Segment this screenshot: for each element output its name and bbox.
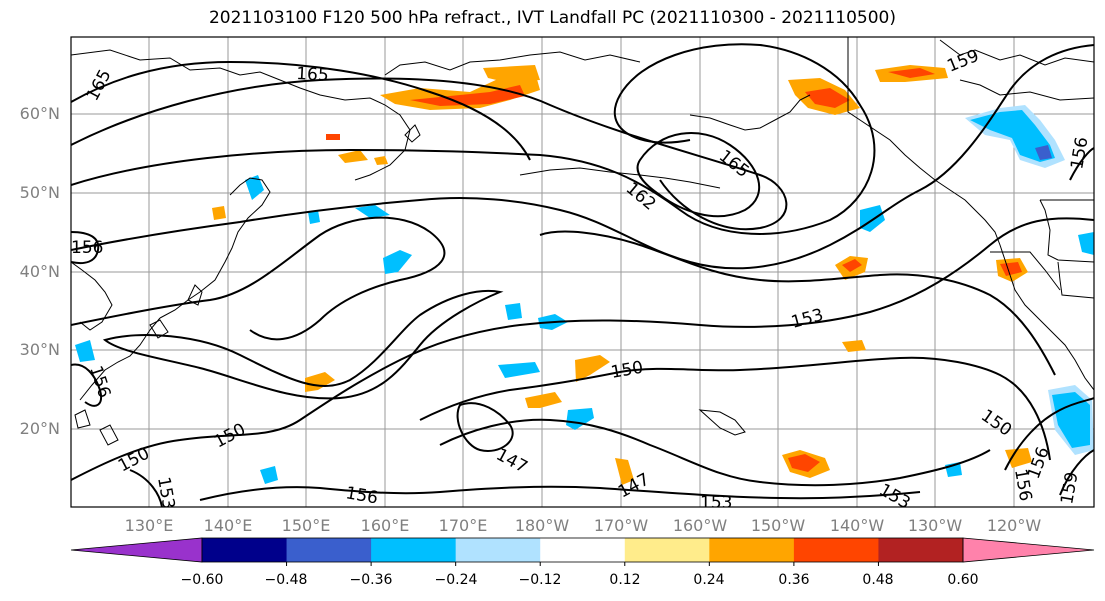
colorbar-segment <box>286 538 372 562</box>
lat-label: 60°N <box>19 104 60 123</box>
colorbar-tick-label: −0.60 <box>180 572 224 588</box>
colorbar-tick-label: −0.12 <box>518 572 562 588</box>
lon-label: 150°E <box>281 516 331 535</box>
lon-label: 140°E <box>203 516 253 535</box>
colorbar-tick-label: 0.48 <box>862 572 894 588</box>
lat-label: 30°N <box>19 340 60 359</box>
colorbar-tick-label: 0.24 <box>693 572 725 588</box>
colorbar-segment <box>878 538 964 562</box>
colorbar-segment <box>624 538 710 562</box>
lat-label: 50°N <box>19 183 60 202</box>
positive-anomaly-patches <box>212 65 1032 485</box>
contour-label: 156 <box>71 238 103 258</box>
lon-label: 130°E <box>124 516 174 535</box>
lon-label: 170°W <box>593 516 649 535</box>
contour-label: 153 <box>153 475 178 510</box>
lat-label: 40°N <box>19 262 60 281</box>
colorbar-tick-label: 0.36 <box>778 572 810 588</box>
lon-label: 120°W <box>986 516 1042 535</box>
colorbar-tick-label: 0.60 <box>947 572 979 588</box>
colorbar-segment <box>540 538 626 562</box>
colorbar-segment <box>202 538 288 562</box>
lon-label: 170°E <box>438 516 488 535</box>
contour-label: 165 <box>296 64 329 86</box>
colorbar-tick-label: −0.48 <box>264 572 308 588</box>
colorbar-extension-high <box>962 537 1095 563</box>
colorbar <box>70 537 1095 566</box>
map-title: 2021103100 F120 500 hPa refract., IVT La… <box>208 8 896 28</box>
contour-label: 156 <box>344 483 379 508</box>
coastlines <box>71 37 1094 446</box>
colorbar-tick-label: 0.12 <box>609 572 641 588</box>
colorbar-segment <box>371 538 457 562</box>
map-frame <box>70 36 1095 508</box>
graticule <box>71 37 1094 507</box>
lon-label: 160°W <box>672 516 728 535</box>
lon-label: 130°W <box>907 516 963 535</box>
colorbar-segment <box>793 538 879 562</box>
colorbar-segment <box>709 538 795 562</box>
lon-label: 180°W <box>514 516 570 535</box>
colorbar-tick-label: −0.24 <box>434 572 478 588</box>
colorbar-extension-low <box>70 537 203 563</box>
colorbar-frame <box>201 537 964 563</box>
lon-label: 150°W <box>750 516 806 535</box>
lat-label: 20°N <box>19 419 60 438</box>
lon-label: 160°E <box>360 516 410 535</box>
lon-label: 140°W <box>829 516 885 535</box>
colorbar-tick-label: −0.36 <box>349 572 393 588</box>
refractivity-contours <box>71 43 1094 507</box>
colorbar-segment <box>455 538 541 562</box>
contour-label: 153 <box>700 493 732 513</box>
